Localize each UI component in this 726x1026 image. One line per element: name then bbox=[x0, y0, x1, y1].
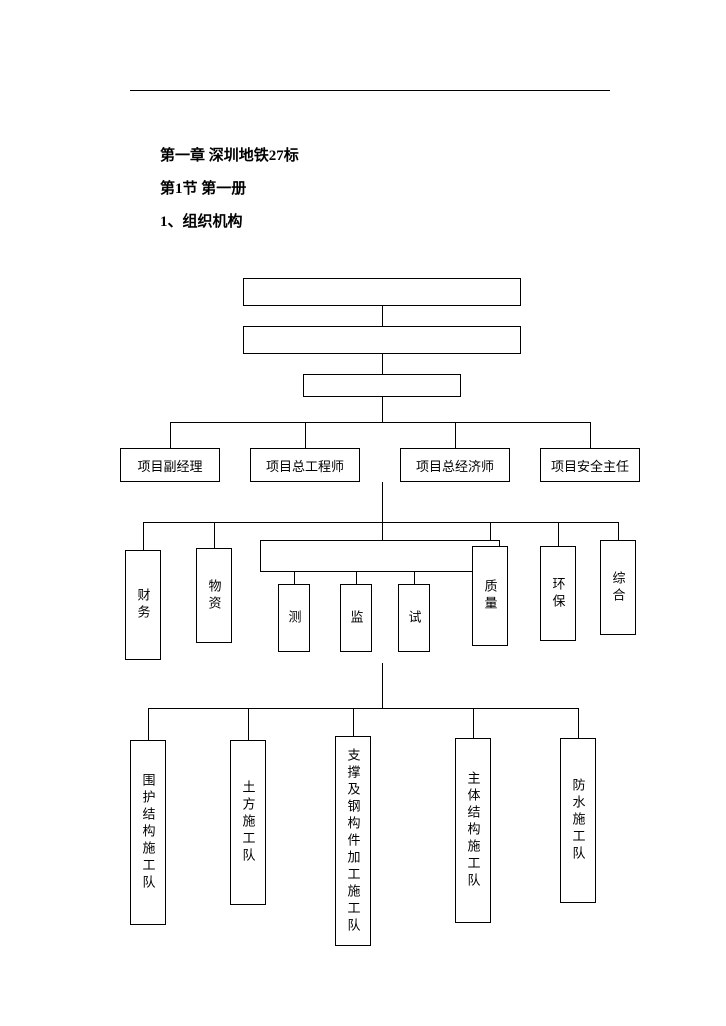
org-node-vertical: 财务 bbox=[125, 550, 161, 660]
connector-v bbox=[590, 422, 591, 448]
connector-v bbox=[143, 522, 144, 550]
connector-v bbox=[578, 708, 579, 738]
connector-v bbox=[473, 708, 474, 738]
org-node bbox=[243, 278, 521, 306]
org-node-vertical: 环保 bbox=[540, 546, 576, 641]
heading-sub: 1、组织机构 bbox=[160, 206, 299, 239]
org-node-vertical: 监 bbox=[340, 584, 372, 652]
connector-h bbox=[170, 422, 590, 423]
org-node-vertical: 质量 bbox=[472, 546, 508, 646]
connector-v bbox=[248, 708, 249, 740]
heading-section: 第1节 第一册 bbox=[160, 173, 299, 206]
connector-v bbox=[305, 422, 306, 448]
connector-v bbox=[455, 422, 456, 448]
org-node: 项目总工程师 bbox=[250, 448, 360, 482]
connector-v bbox=[618, 522, 619, 540]
org-node-vertical: 试 bbox=[398, 584, 430, 652]
connector-v bbox=[294, 572, 295, 584]
connector-v bbox=[356, 572, 357, 584]
connector-v bbox=[148, 708, 149, 740]
org-node-vertical: 支撑及钢构件加工施工队 bbox=[335, 736, 371, 946]
connector-v bbox=[382, 482, 383, 522]
org-node-vertical: 测 bbox=[278, 584, 310, 652]
org-node-vertical: 物资 bbox=[196, 548, 232, 643]
org-node bbox=[243, 326, 521, 354]
connector-v bbox=[353, 708, 354, 736]
connector-h bbox=[148, 708, 578, 709]
org-node-vertical: 主体结构施工队 bbox=[455, 738, 491, 923]
document-page: 第一章 深圳地铁27标 第1节 第一册 1、组织机构 项目副经理项目总工程师项目… bbox=[0, 0, 726, 1026]
org-node-vertical: 防水施工队 bbox=[560, 738, 596, 903]
connector-v bbox=[214, 522, 215, 548]
connector-v bbox=[382, 522, 383, 540]
org-node bbox=[260, 540, 500, 572]
org-node: 项目安全主任 bbox=[540, 448, 640, 482]
connector-v bbox=[382, 354, 383, 374]
org-node: 项目总经济师 bbox=[400, 448, 510, 482]
heading-block: 第一章 深圳地铁27标 第1节 第一册 1、组织机构 bbox=[160, 140, 299, 239]
connector-v bbox=[170, 422, 171, 448]
connector-v bbox=[414, 572, 415, 584]
connector-v bbox=[382, 397, 383, 422]
header-rule bbox=[130, 90, 610, 91]
connector-v bbox=[382, 306, 383, 326]
connector-v bbox=[558, 522, 559, 546]
org-node-vertical: 综合 bbox=[600, 540, 636, 635]
org-node-vertical: 土方施工队 bbox=[230, 740, 266, 905]
org-node bbox=[303, 374, 461, 397]
org-node: 项目副经理 bbox=[120, 448, 220, 482]
heading-chapter: 第一章 深圳地铁27标 bbox=[160, 140, 299, 173]
org-node-vertical: 围护结构施工队 bbox=[130, 740, 166, 925]
connector-v bbox=[382, 663, 383, 708]
org-chart: 项目副经理项目总工程师 项目总经济师项目安全主任财务物资测监试质量环保综合围护结构… bbox=[0, 278, 726, 998]
